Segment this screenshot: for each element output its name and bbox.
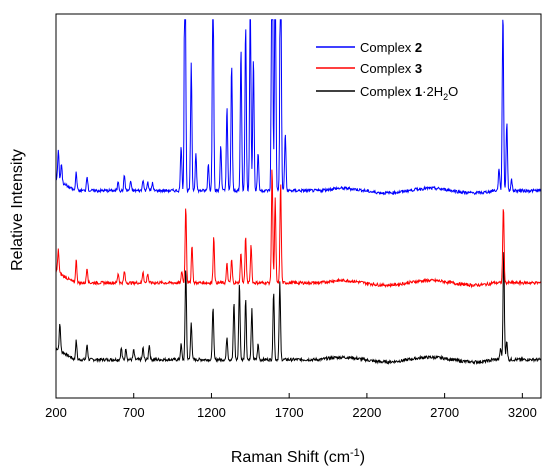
series-line-2 <box>55 19 542 196</box>
x-tick-label: 2200 <box>352 405 381 420</box>
series-line-1 <box>55 252 542 366</box>
plot-frame <box>55 13 542 399</box>
x-tick-label: 3200 <box>508 405 537 420</box>
x-tick-label: 700 <box>123 405 145 420</box>
x-axis-title: Raman Shift (cm-1) <box>231 447 365 466</box>
legend-label-complex-1: Complex 1·2H2O <box>360 84 458 102</box>
x-tick-label: 1200 <box>197 405 226 420</box>
x-tick-label: 2700 <box>430 405 459 420</box>
x-ticks: 200 700 1200 1700 2200 2700 3200 <box>45 393 537 420</box>
y-axis-title: Relative Intensity <box>9 149 26 271</box>
legend: Complex 2 Complex 3 Complex 1·2H2O <box>316 40 458 102</box>
series-line-3 <box>55 169 542 289</box>
legend-label-complex-2: Complex 2 <box>360 40 422 55</box>
x-tick-label: 1700 <box>275 405 304 420</box>
legend-label-complex-3: Complex 3 <box>360 61 422 76</box>
series-layer <box>55 19 542 366</box>
x-tick-label: 200 <box>45 405 67 420</box>
